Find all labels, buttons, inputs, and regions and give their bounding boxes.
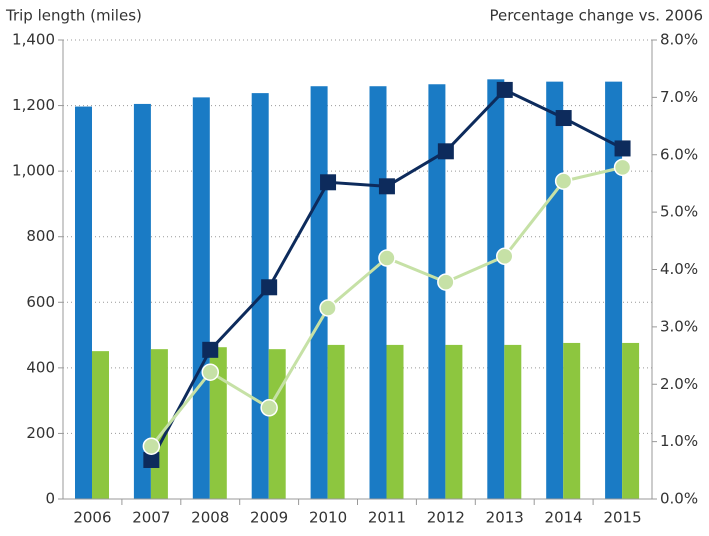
y-axis-title: Trip length (miles): [5, 7, 142, 25]
x-tick-label: 2006: [73, 509, 111, 527]
marker: [142, 437, 161, 455]
x-tick-label: 2011: [368, 509, 406, 527]
y2-tick-label: 7.0%: [660, 88, 698, 106]
y2-axis-title: Percentage change vs. 2006: [489, 7, 703, 25]
x-tick-label: 2008: [191, 509, 229, 527]
bar: [92, 351, 109, 499]
x-tick-label: 2015: [603, 509, 641, 527]
bar: [546, 81, 564, 500]
y2-tick-label: 0.0%: [660, 490, 698, 508]
x-tick-label: 2014: [545, 509, 583, 527]
marker: [143, 451, 160, 468]
y-tick-label: 800: [26, 227, 55, 245]
y-tick-label: 1,200: [12, 96, 55, 114]
y-tick-label: 1,000: [12, 162, 55, 180]
marker: [320, 174, 337, 191]
bar: [504, 344, 522, 499]
bar: [268, 349, 286, 499]
y-tick-label: 0: [45, 490, 55, 508]
y2-tick-label: 2.0%: [660, 375, 698, 393]
y-tick-label: 1,400: [12, 31, 55, 49]
bar: [150, 349, 168, 499]
bar: [133, 103, 151, 500]
marker: [437, 143, 454, 160]
marker: [613, 158, 632, 177]
marker: [496, 247, 514, 266]
marker: [437, 273, 455, 291]
marker: [554, 172, 573, 190]
y2-tick-label: 6.0%: [660, 145, 698, 163]
marker: [496, 81, 513, 98]
marker: [614, 140, 631, 157]
bar: [192, 97, 210, 499]
bar: [75, 106, 92, 500]
x-tick-label: 2013: [486, 509, 524, 527]
marker: [261, 279, 278, 296]
y2-tick-label: 4.0%: [660, 260, 698, 278]
bar: [487, 79, 505, 499]
x-tick-label: 2012: [427, 509, 465, 527]
x-tick-label: 2010: [309, 509, 347, 527]
y-tick-label: 400: [26, 358, 55, 376]
bar: [310, 86, 328, 500]
y2-tick-label: 8.0%: [660, 31, 698, 49]
marker: [260, 399, 278, 417]
y-tick-label: 200: [26, 424, 55, 442]
y2-tick-label: 3.0%: [660, 317, 698, 335]
marker: [319, 299, 337, 317]
x-tick-label: 2009: [250, 509, 288, 527]
y2-tick-label: 5.0%: [660, 203, 698, 221]
bar: [605, 81, 623, 500]
y-tick-label: 600: [26, 293, 55, 311]
marker: [378, 178, 395, 195]
marker: [378, 249, 396, 267]
bar: [428, 84, 446, 499]
y2-tick-label: 1.0%: [660, 432, 698, 450]
bar: [445, 344, 463, 499]
bar: [369, 86, 387, 500]
marker: [201, 363, 219, 381]
marker: [555, 110, 572, 127]
bar: [622, 342, 640, 499]
bar: [209, 347, 227, 499]
bar: [563, 342, 581, 499]
marker: [202, 341, 219, 358]
bar: [386, 344, 404, 499]
x-tick-label: 2007: [132, 509, 170, 527]
bar: [327, 344, 345, 499]
